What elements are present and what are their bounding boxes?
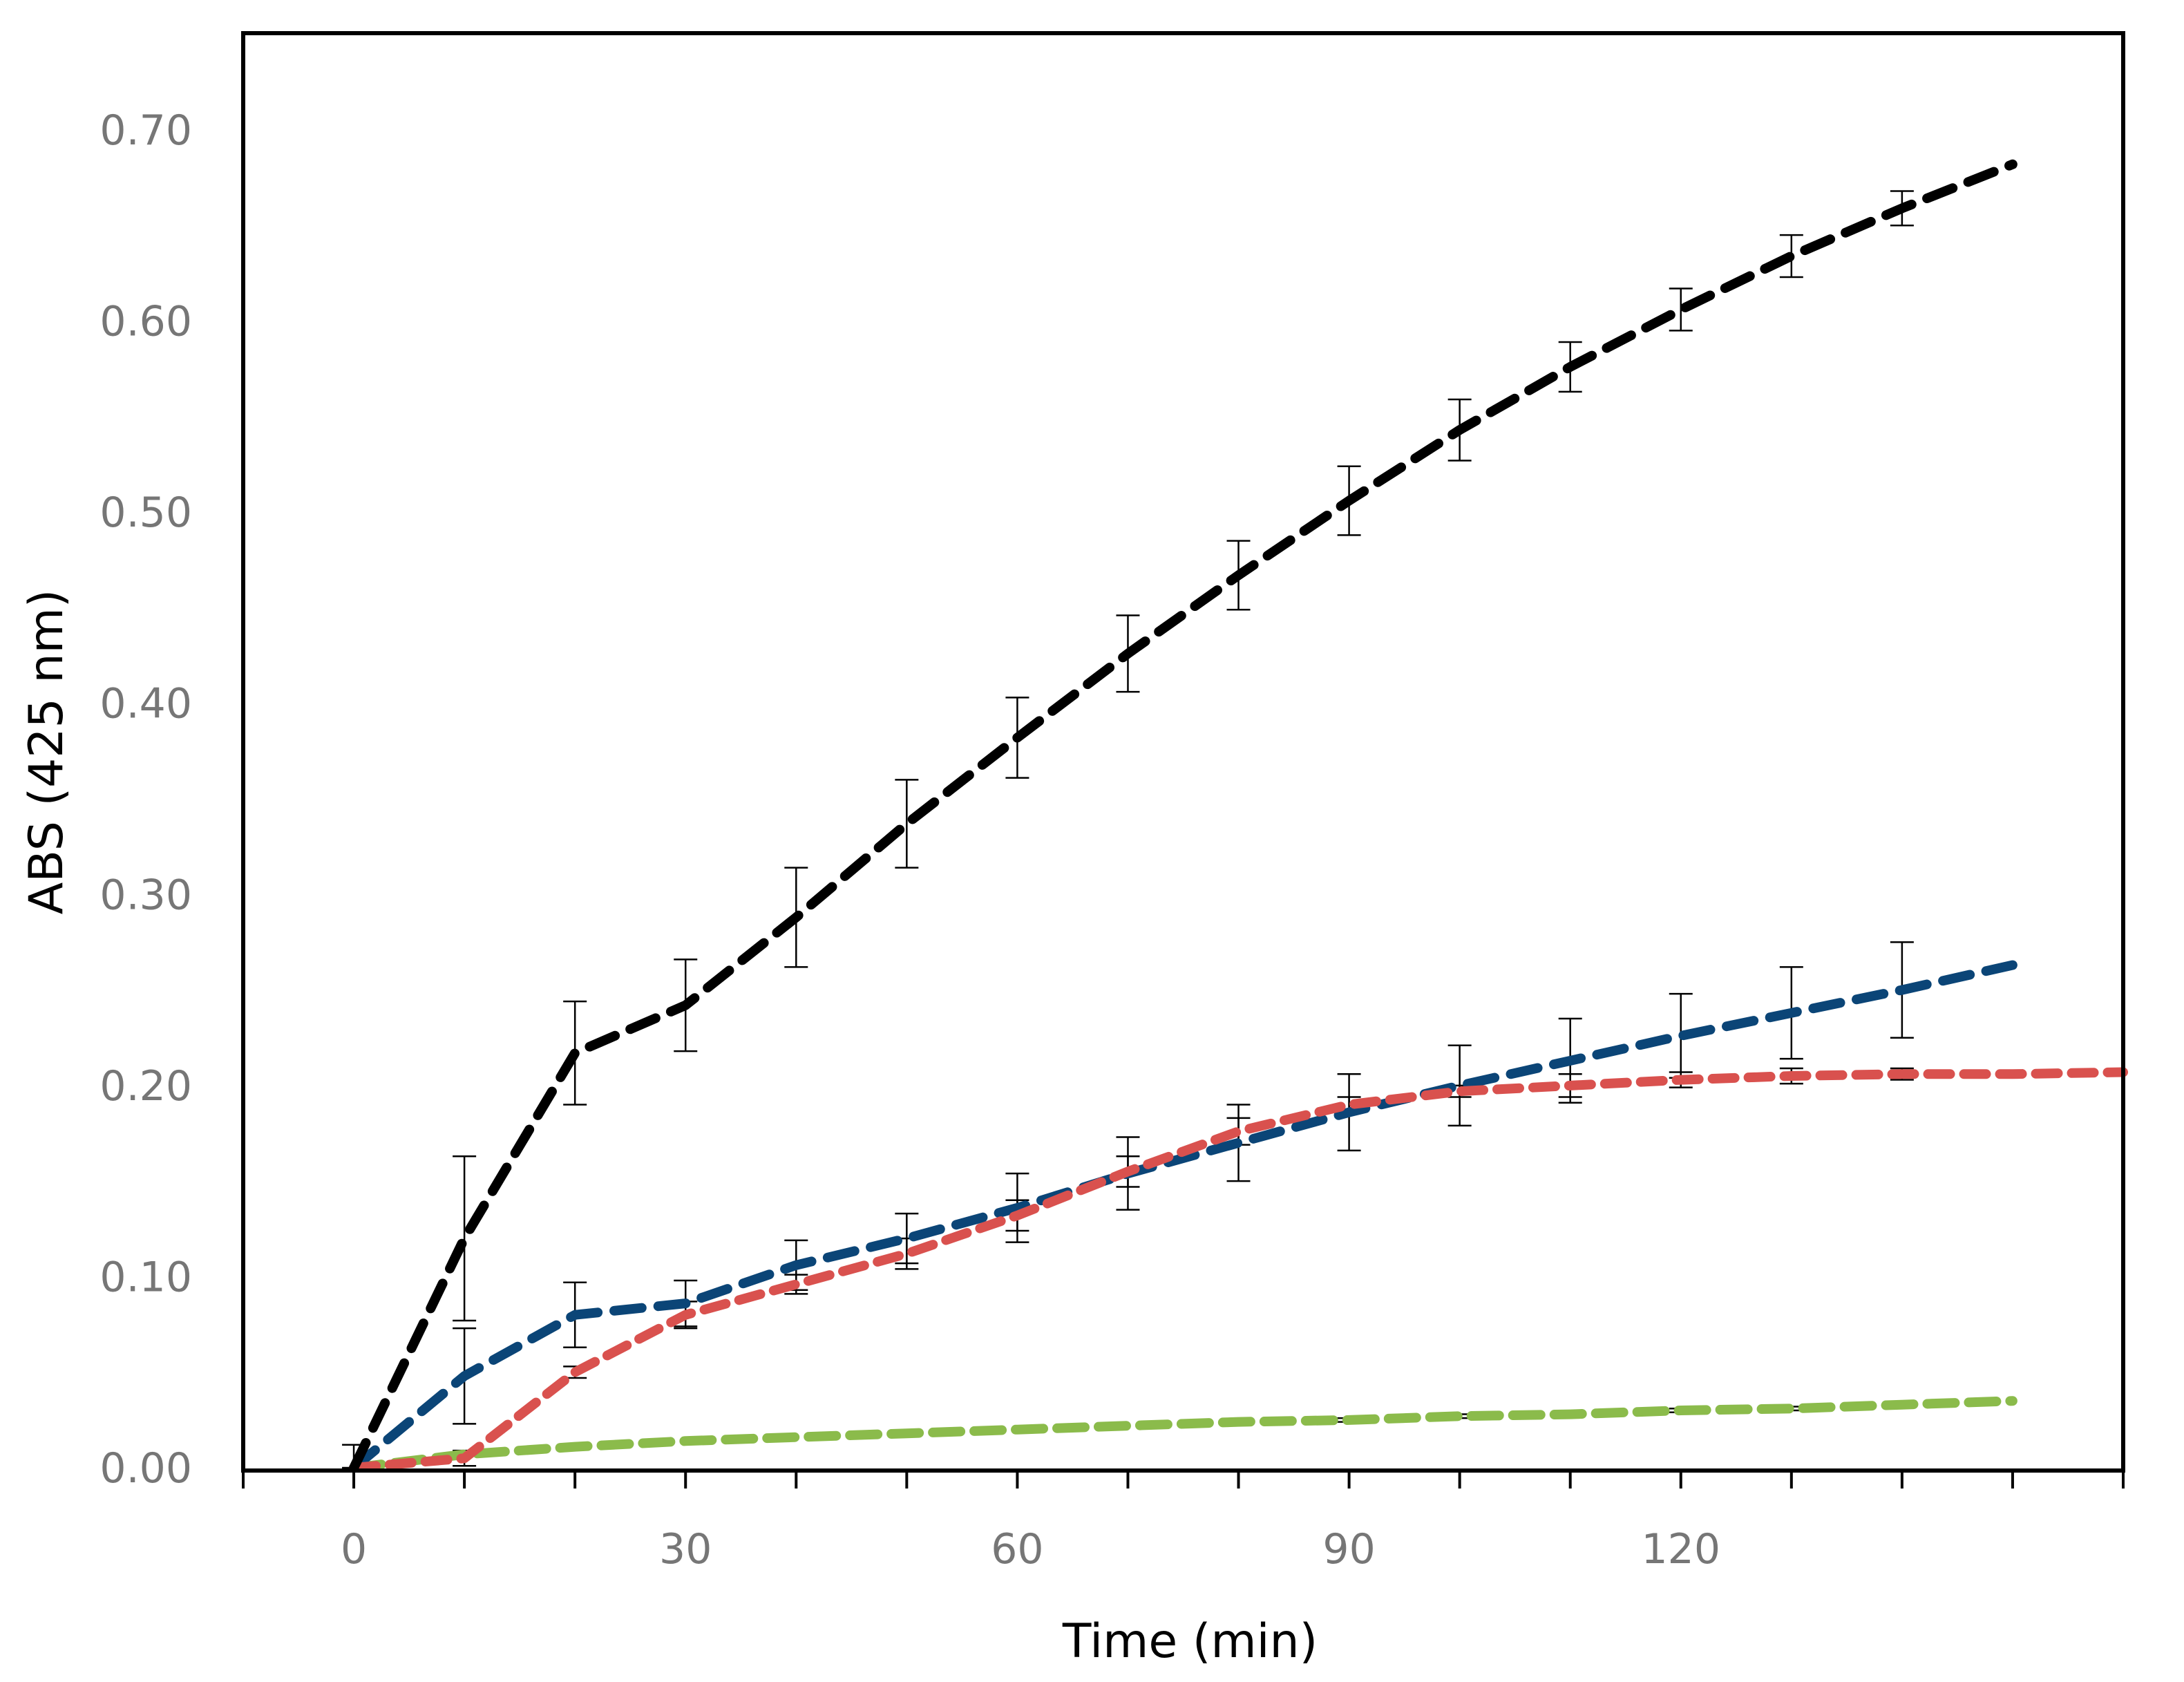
y-axis-title: ABS (425 nm) bbox=[19, 589, 74, 915]
y-tick-label: 0.00 bbox=[99, 1444, 192, 1493]
series-line-red bbox=[349, 1067, 2128, 1473]
x-tick-label: 30 bbox=[659, 1525, 712, 1574]
x-tick-label: 120 bbox=[1641, 1525, 1720, 1574]
y-tick-label: 0.60 bbox=[99, 298, 192, 346]
y-tick-label: 0.20 bbox=[99, 1062, 192, 1111]
x-tick-label: 90 bbox=[1322, 1525, 1375, 1574]
y-tick-label: 0.70 bbox=[99, 106, 192, 155]
error-bar bbox=[453, 1155, 477, 1322]
y-tick-label: 0.40 bbox=[99, 680, 192, 728]
series-line-blue bbox=[349, 960, 2017, 1473]
x-tick-label: 60 bbox=[991, 1525, 1043, 1574]
x-axis-title: Time (min) bbox=[1062, 1614, 1318, 1669]
y-tick-label: 0.10 bbox=[99, 1253, 192, 1301]
series-line-green bbox=[349, 1396, 2017, 1473]
y-tick-label: 0.30 bbox=[99, 871, 192, 919]
x-axis: 0 30 60 90 120 bbox=[242, 1471, 2125, 1574]
series-line-black bbox=[349, 159, 2017, 1473]
x-tick-label: 0 bbox=[341, 1525, 367, 1574]
y-axis: 0.00 0.10 0.20 0.30 0.40 0.50 0.60 0.70 bbox=[99, 106, 192, 1493]
error-bars bbox=[342, 190, 1914, 1469]
error-bar bbox=[1669, 287, 1693, 332]
series-lines bbox=[349, 159, 2128, 1473]
plot-area-frame bbox=[241, 31, 2125, 1473]
error-bar bbox=[895, 779, 919, 869]
y-tick-label: 0.50 bbox=[99, 489, 192, 537]
